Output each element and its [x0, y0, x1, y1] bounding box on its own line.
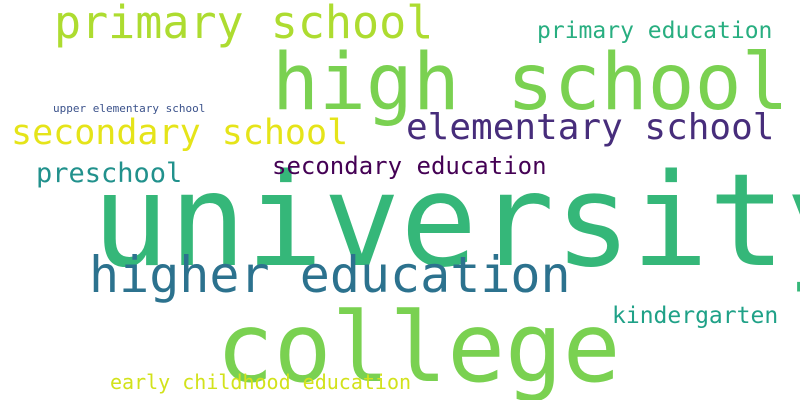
word-kindergarten: kindergarten: [612, 303, 779, 329]
word-primary-school: primary school: [54, 0, 434, 49]
word-preschool: preschool: [36, 158, 183, 189]
word-college: college: [216, 292, 621, 400]
word-university: university: [92, 147, 800, 296]
word-early-childhood-education: early childhood education: [110, 370, 412, 394]
word-elementary-school: elementary school: [406, 107, 775, 148]
word-higher-education: higher education: [89, 246, 571, 304]
word-upper-elementary-school: upper elementary school: [53, 102, 206, 115]
word-secondary-education: secondary education: [272, 152, 547, 180]
word-secondary-school: secondary school: [11, 113, 349, 153]
word-primary-education: primary education: [537, 18, 773, 44]
word-high-school: high school: [272, 38, 789, 128]
